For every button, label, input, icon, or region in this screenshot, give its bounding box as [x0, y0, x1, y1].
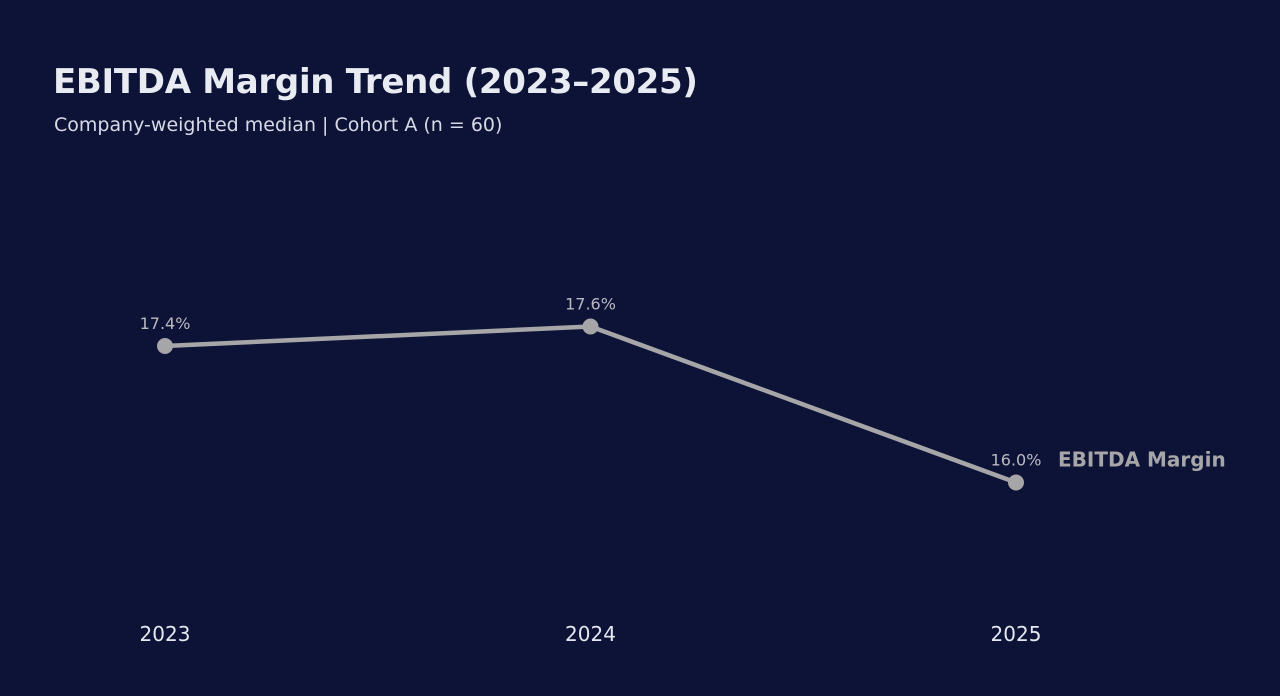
data-point-2024	[582, 318, 599, 335]
series-line-ebitda-margin	[162, 324, 1019, 485]
data-label-2024: 17.6%	[565, 295, 616, 314]
series-label-ebitda-margin: EBITDA Margin	[1058, 448, 1226, 472]
chart-subtitle: Company-weighted median | Cohort A (n = …	[54, 114, 503, 136]
series-layer	[162, 324, 1019, 485]
x-tick-label-2025: 2025	[991, 622, 1042, 646]
marker-layer	[157, 318, 1024, 491]
label-layer: 17.4% 17.6% 16.0% EBITDA Margin	[140, 295, 1226, 472]
x-tick-label-2024: 2024	[565, 622, 616, 646]
chart-title: EBITDA Margin Trend (2023–2025)	[53, 62, 698, 102]
data-point-2023	[157, 338, 173, 354]
data-label-2025: 16.0%	[991, 451, 1042, 470]
x-axis: 2023 2024 2025	[140, 622, 1042, 646]
x-tick-label-2023: 2023	[140, 622, 191, 646]
data-label-2023: 17.4%	[140, 314, 191, 333]
data-point-2025	[1008, 474, 1024, 491]
